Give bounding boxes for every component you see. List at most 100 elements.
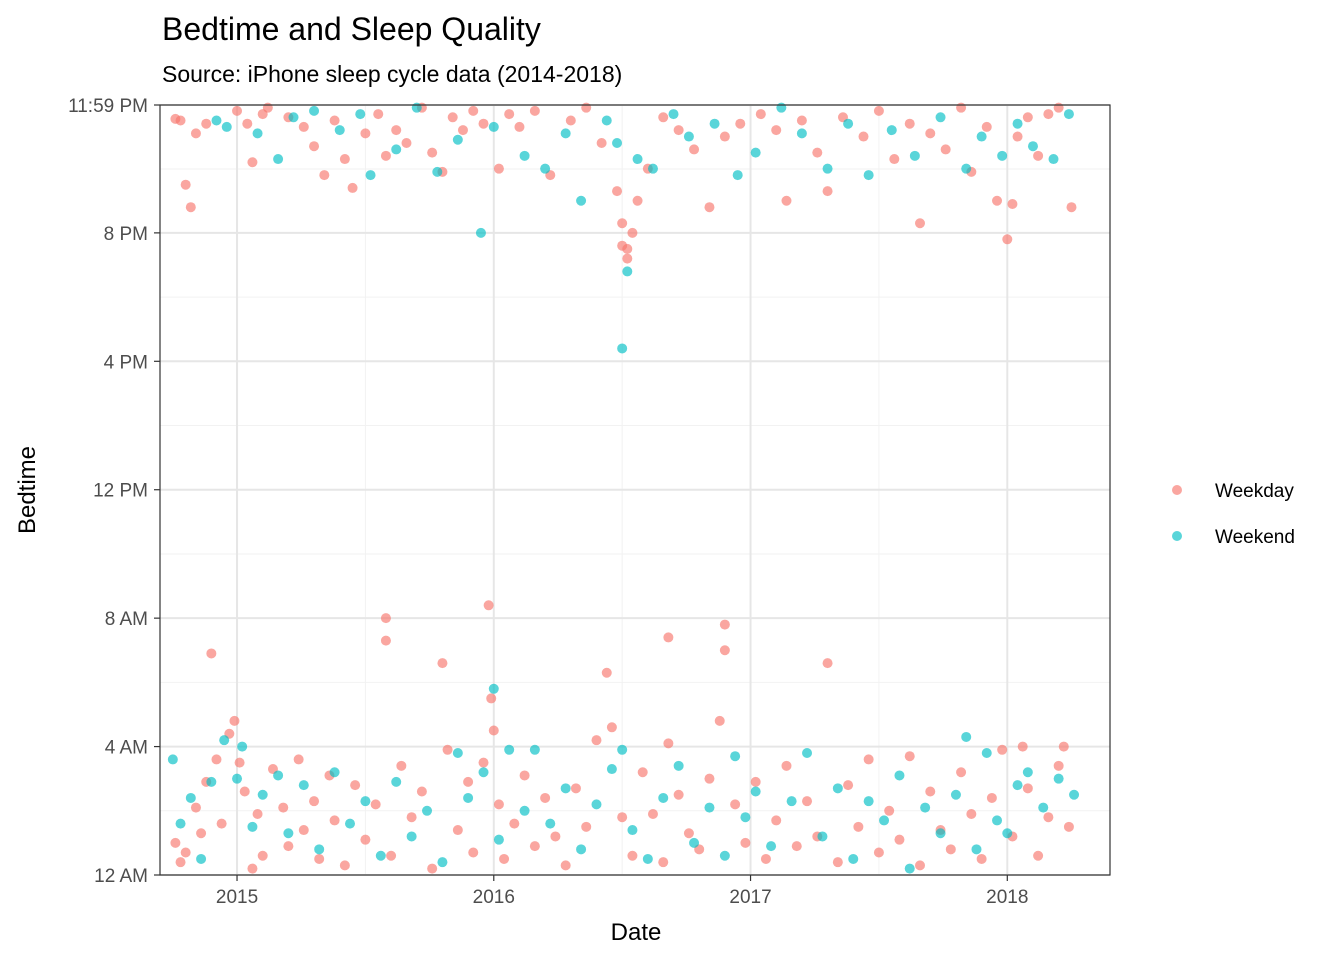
legend-key-weekend — [1172, 531, 1182, 541]
weekday-point — [617, 218, 628, 229]
weekday-point — [976, 853, 987, 864]
weekday-point — [673, 789, 684, 800]
weekday-point — [478, 757, 489, 768]
weekday-point — [884, 805, 895, 816]
weekday-point — [730, 799, 741, 810]
weekend-point — [647, 163, 658, 174]
weekend-point — [493, 834, 504, 845]
weekday-point — [483, 600, 494, 611]
weekday-point — [714, 715, 725, 726]
weekend-point — [981, 747, 992, 758]
weekday-point — [812, 147, 823, 158]
weekday-point — [529, 105, 540, 116]
weekend-point — [529, 744, 540, 755]
weekend-point — [334, 125, 345, 136]
weekday-point — [791, 841, 802, 852]
weekday-point — [329, 815, 340, 826]
weekend-point — [886, 125, 897, 136]
weekend-point — [689, 837, 700, 848]
weekend-point — [822, 163, 833, 174]
weekday-point — [606, 722, 617, 733]
y-tick-label: 12 AM — [94, 866, 148, 887]
weekend-point — [1027, 141, 1038, 152]
weekday-point — [997, 744, 1008, 755]
weekday-point — [401, 137, 412, 148]
weekday-point — [627, 227, 638, 238]
x-tick-label: 2016 — [473, 887, 515, 908]
weekday-point — [339, 154, 350, 165]
weekday-point — [175, 857, 186, 868]
weekday-point — [889, 154, 900, 165]
weekday-point — [298, 121, 309, 132]
weekday-point — [391, 125, 402, 136]
weekday-point — [853, 821, 864, 832]
weekday-point — [232, 105, 243, 116]
weekday-point — [1043, 109, 1054, 120]
y-tick-label: 12 PM — [93, 481, 148, 502]
weekday-point — [386, 850, 397, 861]
weekday-point — [339, 860, 350, 871]
weekday-point — [493, 799, 504, 810]
weekend-point — [740, 812, 751, 823]
weekday-point — [966, 808, 977, 819]
weekend-point — [601, 115, 612, 126]
weekend-point — [488, 683, 499, 694]
weekday-point — [452, 825, 463, 836]
weekend-point — [560, 128, 571, 139]
weekend-point — [709, 118, 720, 129]
weekend-point — [519, 805, 530, 816]
weekday-point — [796, 115, 807, 126]
weekend-point — [247, 821, 258, 832]
weekday-point — [622, 243, 633, 254]
weekday-point — [1033, 850, 1044, 861]
weekday-point — [180, 847, 191, 858]
weekend-point — [185, 792, 196, 803]
weekday-point — [257, 850, 268, 861]
weekend-point — [576, 844, 587, 855]
weekend-point — [848, 853, 859, 864]
weekend-point — [817, 831, 828, 842]
weekend-point — [683, 131, 694, 142]
weekend-point — [273, 154, 284, 165]
weekend-point — [750, 147, 761, 158]
weekend-point — [375, 850, 386, 861]
weekday-point — [596, 137, 607, 148]
weekday-point — [380, 150, 391, 161]
weekend-point — [843, 118, 854, 129]
weekday-point — [493, 163, 504, 174]
weekend-point — [786, 796, 797, 807]
weekend-point — [478, 767, 489, 778]
weekday-point — [1022, 783, 1033, 794]
weekend-point — [437, 857, 448, 868]
weekday-point — [457, 125, 468, 136]
weekend-point — [617, 744, 628, 755]
weekday-point — [663, 632, 674, 643]
weekend-point — [776, 102, 787, 113]
weekday-point — [201, 118, 212, 129]
weekday-point — [863, 754, 874, 765]
weekday-point — [499, 853, 510, 864]
weekend-point — [935, 112, 946, 123]
weekday-point — [486, 693, 497, 704]
weekend-point — [606, 764, 617, 775]
weekday-point — [185, 202, 196, 213]
weekend-point — [355, 109, 366, 120]
weekend-point — [976, 131, 987, 142]
weekend-point — [1053, 773, 1064, 784]
weekday-point — [1033, 150, 1044, 161]
weekday-point — [478, 118, 489, 129]
y-axis-title: Bedtime — [14, 446, 41, 534]
weekday-point — [565, 115, 576, 126]
weekday-point — [956, 102, 967, 113]
weekday-point — [1063, 821, 1074, 832]
weekday-point — [873, 847, 884, 858]
weekend-point — [237, 741, 248, 752]
weekday-point — [1017, 741, 1028, 752]
weekend-point — [591, 799, 602, 810]
weekday-point — [373, 109, 384, 120]
weekend-point — [658, 792, 669, 803]
y-tick-label: 4 PM — [104, 352, 148, 373]
weekend-point — [519, 150, 530, 161]
weekend-point — [232, 773, 243, 784]
weekend-point — [961, 731, 972, 742]
